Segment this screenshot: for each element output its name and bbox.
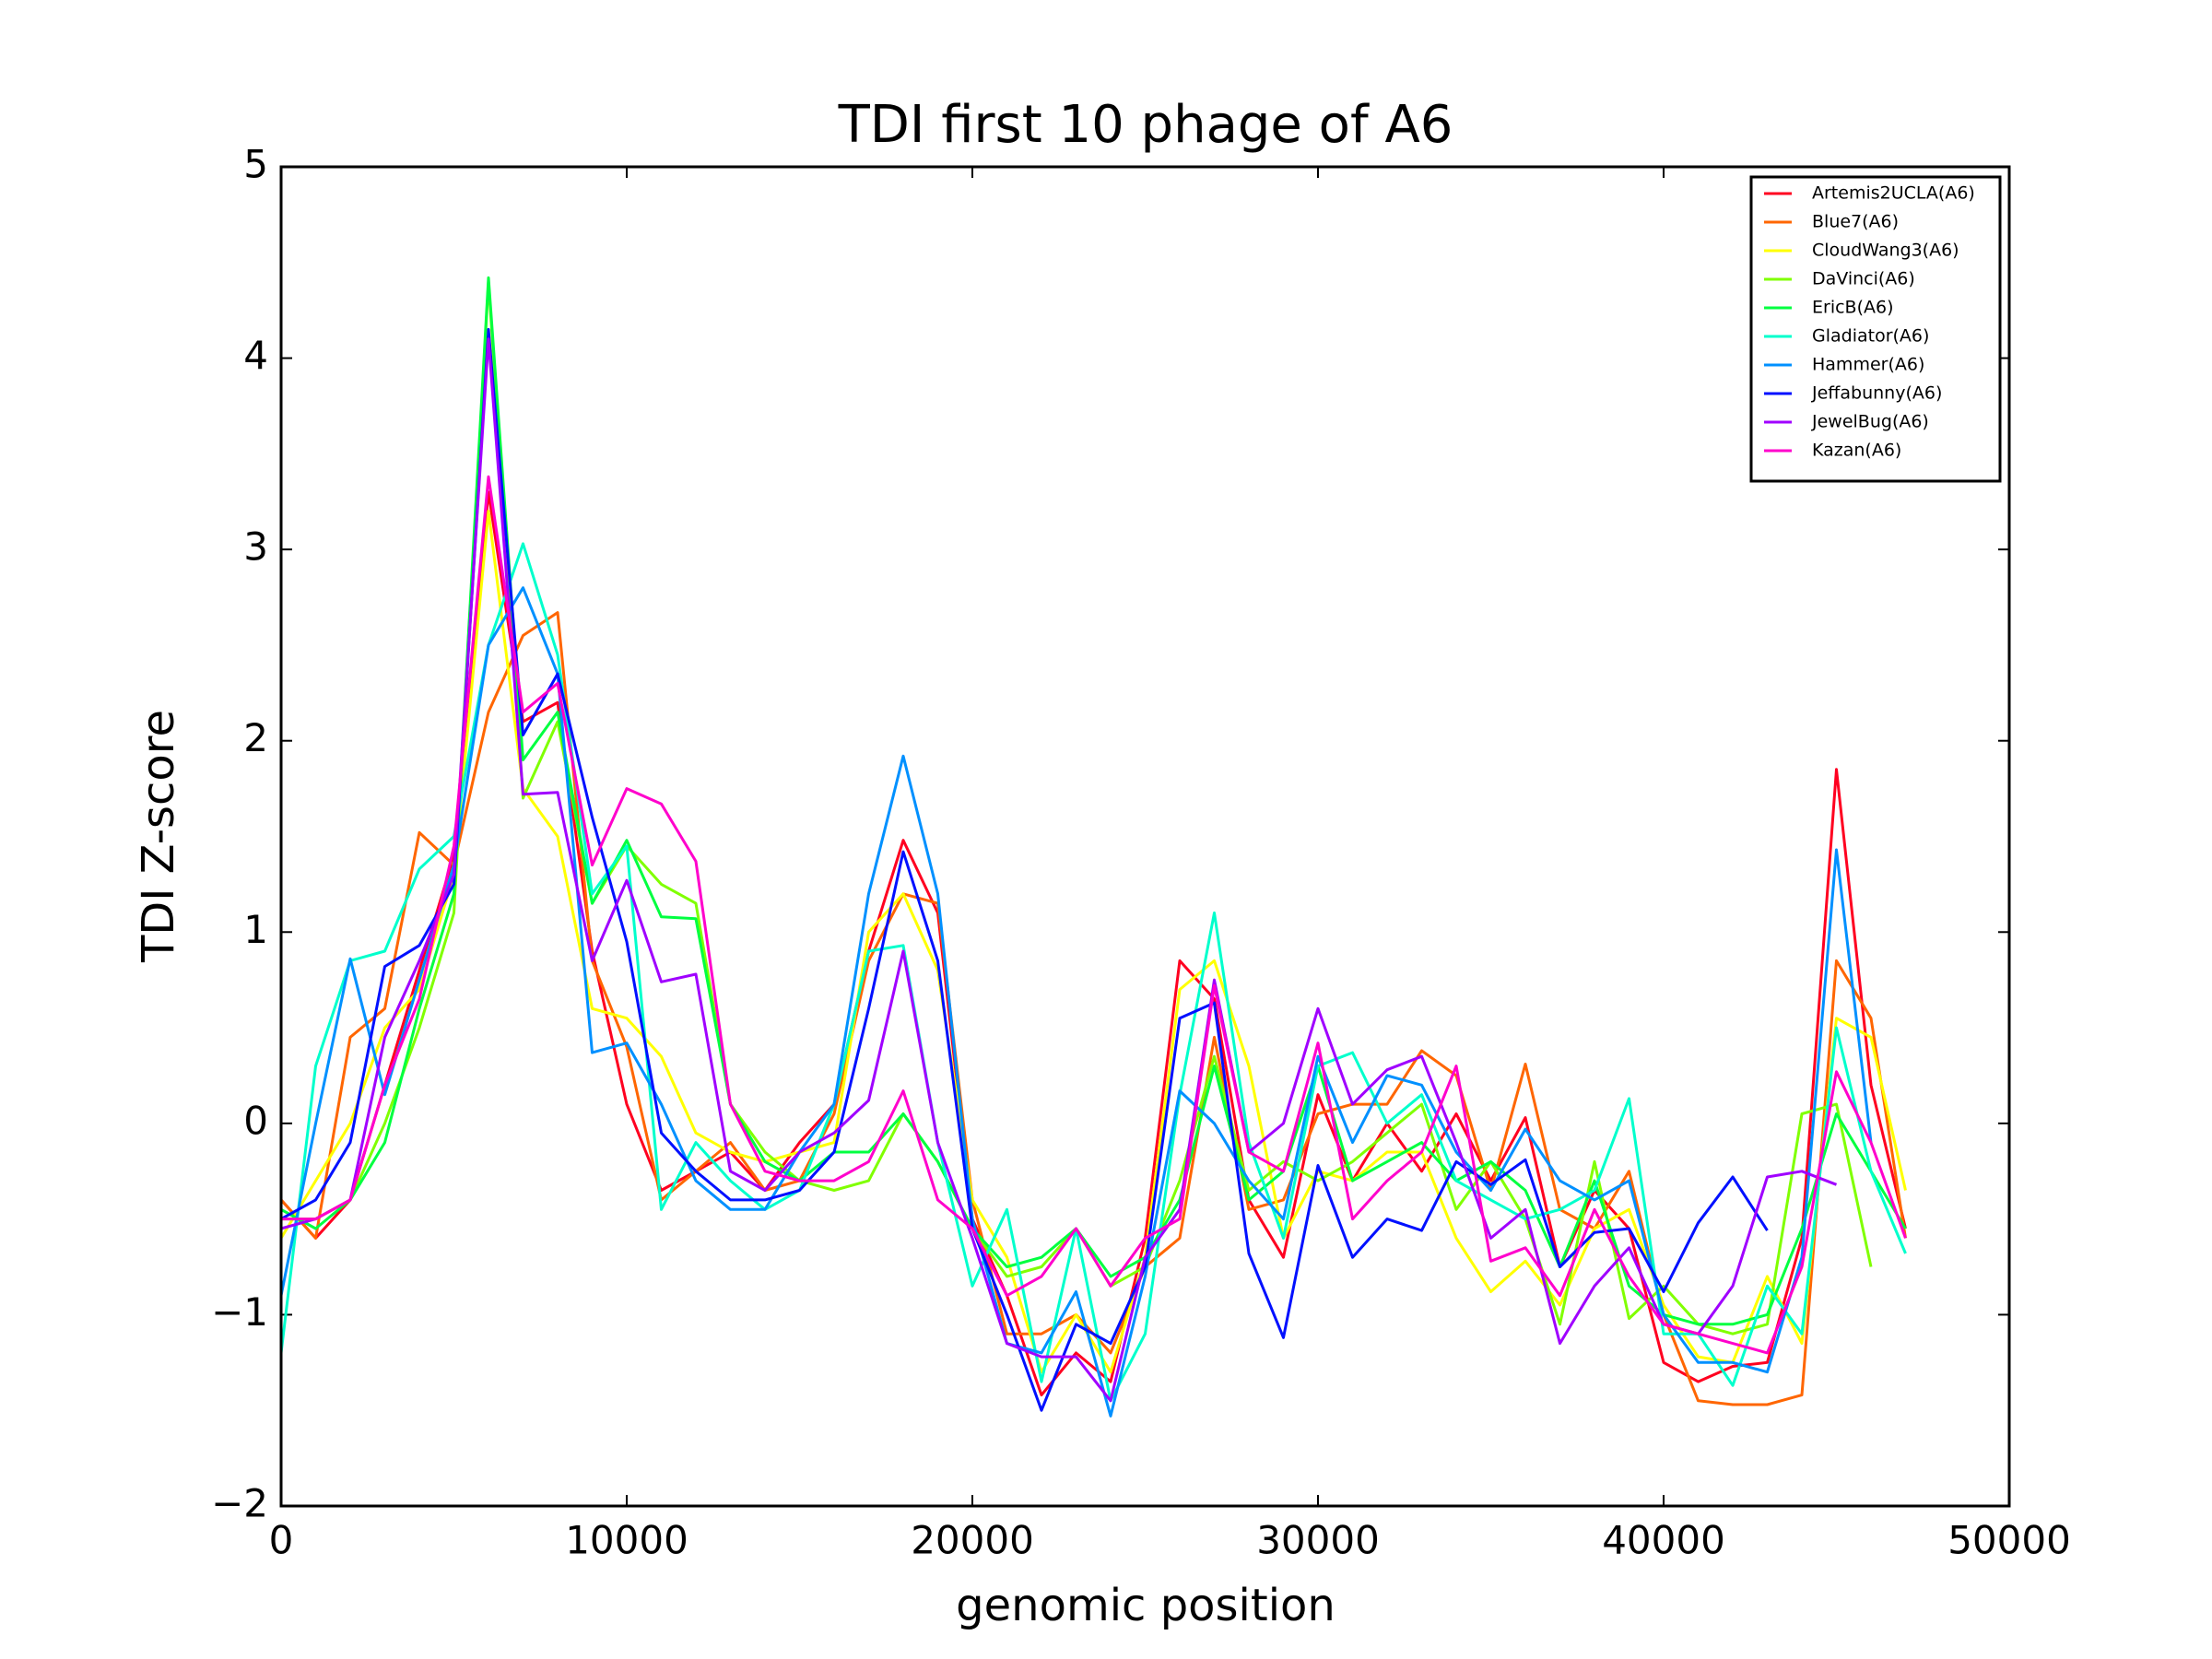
- y-tick-label: 2: [243, 715, 268, 760]
- x-tick-label: 10000: [565, 1518, 688, 1563]
- series-line: [280, 276, 1907, 1326]
- y-tick-label: 3: [243, 524, 268, 570]
- y-tick-label: 5: [243, 142, 268, 187]
- series-line: [280, 337, 1838, 1403]
- x-tick-label: 0: [269, 1518, 294, 1563]
- legend-label: EricB(A6): [1812, 298, 1894, 318]
- x-tick-label: 40000: [1602, 1518, 1725, 1563]
- legend-label: CloudWang3(A6): [1812, 241, 1959, 261]
- x-tick-label: 50000: [1947, 1518, 2071, 1563]
- legend: Artemis2UCLA(A6) Blue7(A6) CloudWang3(A6) D…: [1749, 175, 2002, 483]
- series-line: [279, 586, 1873, 1418]
- legend-box: [1749, 175, 2002, 483]
- series-line: [281, 475, 1907, 1355]
- y-tick-label: 0: [243, 1098, 268, 1143]
- x-axis-label: genomic position: [956, 1580, 1335, 1631]
- y-tick-label: 1: [243, 907, 268, 952]
- series-line: [279, 510, 1907, 1374]
- plot-frame: [279, 165, 2011, 1508]
- legend-label: Hammer(A6): [1812, 355, 1924, 375]
- legend-label: Jeffabunny(A6): [1811, 383, 1942, 404]
- y-tick-label: −2: [211, 1481, 268, 1526]
- legend-label: Blue7(A6): [1812, 212, 1899, 232]
- legend-label: Gladiator(A6): [1812, 326, 1929, 347]
- x-tick-label: 20000: [911, 1518, 1034, 1563]
- y-tick-label: 4: [243, 333, 268, 378]
- y-axis-label: TDI Z-score: [133, 710, 184, 963]
- legend-label: DaVinci(A6): [1812, 269, 1915, 289]
- legend-label: Artemis2UCLA(A6): [1812, 183, 1975, 204]
- legend-label: Kazan(A6): [1812, 441, 1901, 461]
- series-line: [280, 327, 1769, 1412]
- y-tick-label: −1: [211, 1289, 268, 1335]
- series-line: [279, 542, 1907, 1403]
- legend-label: JewelBug(A6): [1811, 412, 1929, 432]
- x-tick-label: 30000: [1256, 1518, 1380, 1563]
- chart-title: TDI first 10 phage of A6: [838, 95, 1453, 155]
- series-line: [279, 490, 1907, 1397]
